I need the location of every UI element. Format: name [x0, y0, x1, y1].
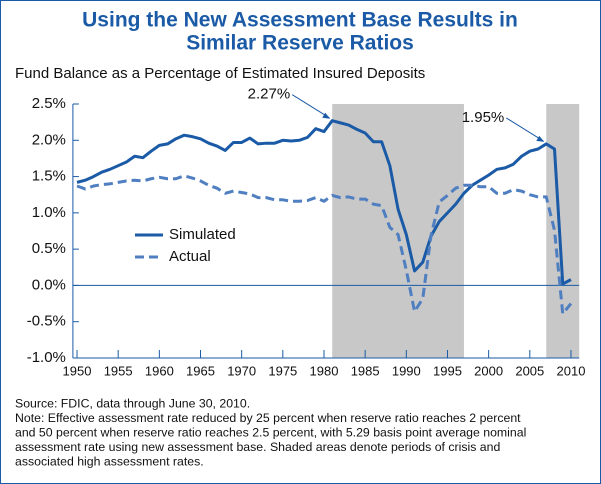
x-tick-label: 1960 [145, 363, 174, 378]
x-tick-label: 1970 [227, 363, 256, 378]
y-tick-label: -0.5% [27, 313, 66, 330]
chart-title: Using the New Assessment Base Results in [82, 9, 518, 32]
chart-title: Similar Reserve Ratios [186, 32, 414, 55]
annotation-arrow [291, 94, 330, 119]
y-tick-label: 2.0% [32, 131, 66, 148]
note: and 50 percent when reserve ratio reache… [15, 425, 526, 439]
annotation: 1.95% [462, 109, 505, 126]
x-tick-label: 1980 [310, 363, 339, 378]
y-tick-label: 0.0% [32, 276, 66, 293]
x-tick-label: 1985 [351, 363, 380, 378]
note: Note: Effective assessment rate reduced … [15, 411, 521, 425]
x-tick-label: 1955 [104, 363, 133, 378]
arrow-head [536, 135, 545, 142]
y-tick-label: 2.5% [32, 95, 66, 112]
legend-label: Simulated [169, 226, 236, 243]
series-line [76, 174, 573, 316]
x-tick-label: 1975 [268, 363, 297, 378]
y-tick-label: 1.0% [32, 204, 66, 221]
note: assessment rate using new assessment bas… [15, 440, 500, 454]
note: associated high assessment rates. [15, 454, 204, 468]
series-line [76, 119, 572, 286]
x-tick-label: 1950 [63, 363, 92, 378]
y-tick-label: 0.5% [32, 240, 66, 257]
x-tick-label: 2010 [557, 363, 586, 378]
x-tick-label: 2000 [474, 363, 503, 378]
x-tick-label: 1995 [433, 363, 462, 378]
annotation: 2.27% [248, 86, 291, 103]
legend-label: Actual [169, 248, 211, 265]
y-tick-label: -1.0% [27, 349, 66, 366]
x-tick-label: 1965 [186, 363, 215, 378]
shaded-period [332, 104, 464, 358]
shaded-period [546, 104, 580, 358]
annotation-arrow [506, 117, 544, 142]
chart-subtitle: Fund Balance as a Percentage of Estimate… [15, 65, 425, 82]
arrow-head [322, 112, 331, 119]
x-tick-label: 1990 [392, 363, 421, 378]
note: Source: FDIC, data through June 30, 2010… [15, 396, 250, 410]
x-tick-label: 2005 [515, 363, 544, 378]
y-tick-label: 1.5% [32, 168, 66, 185]
